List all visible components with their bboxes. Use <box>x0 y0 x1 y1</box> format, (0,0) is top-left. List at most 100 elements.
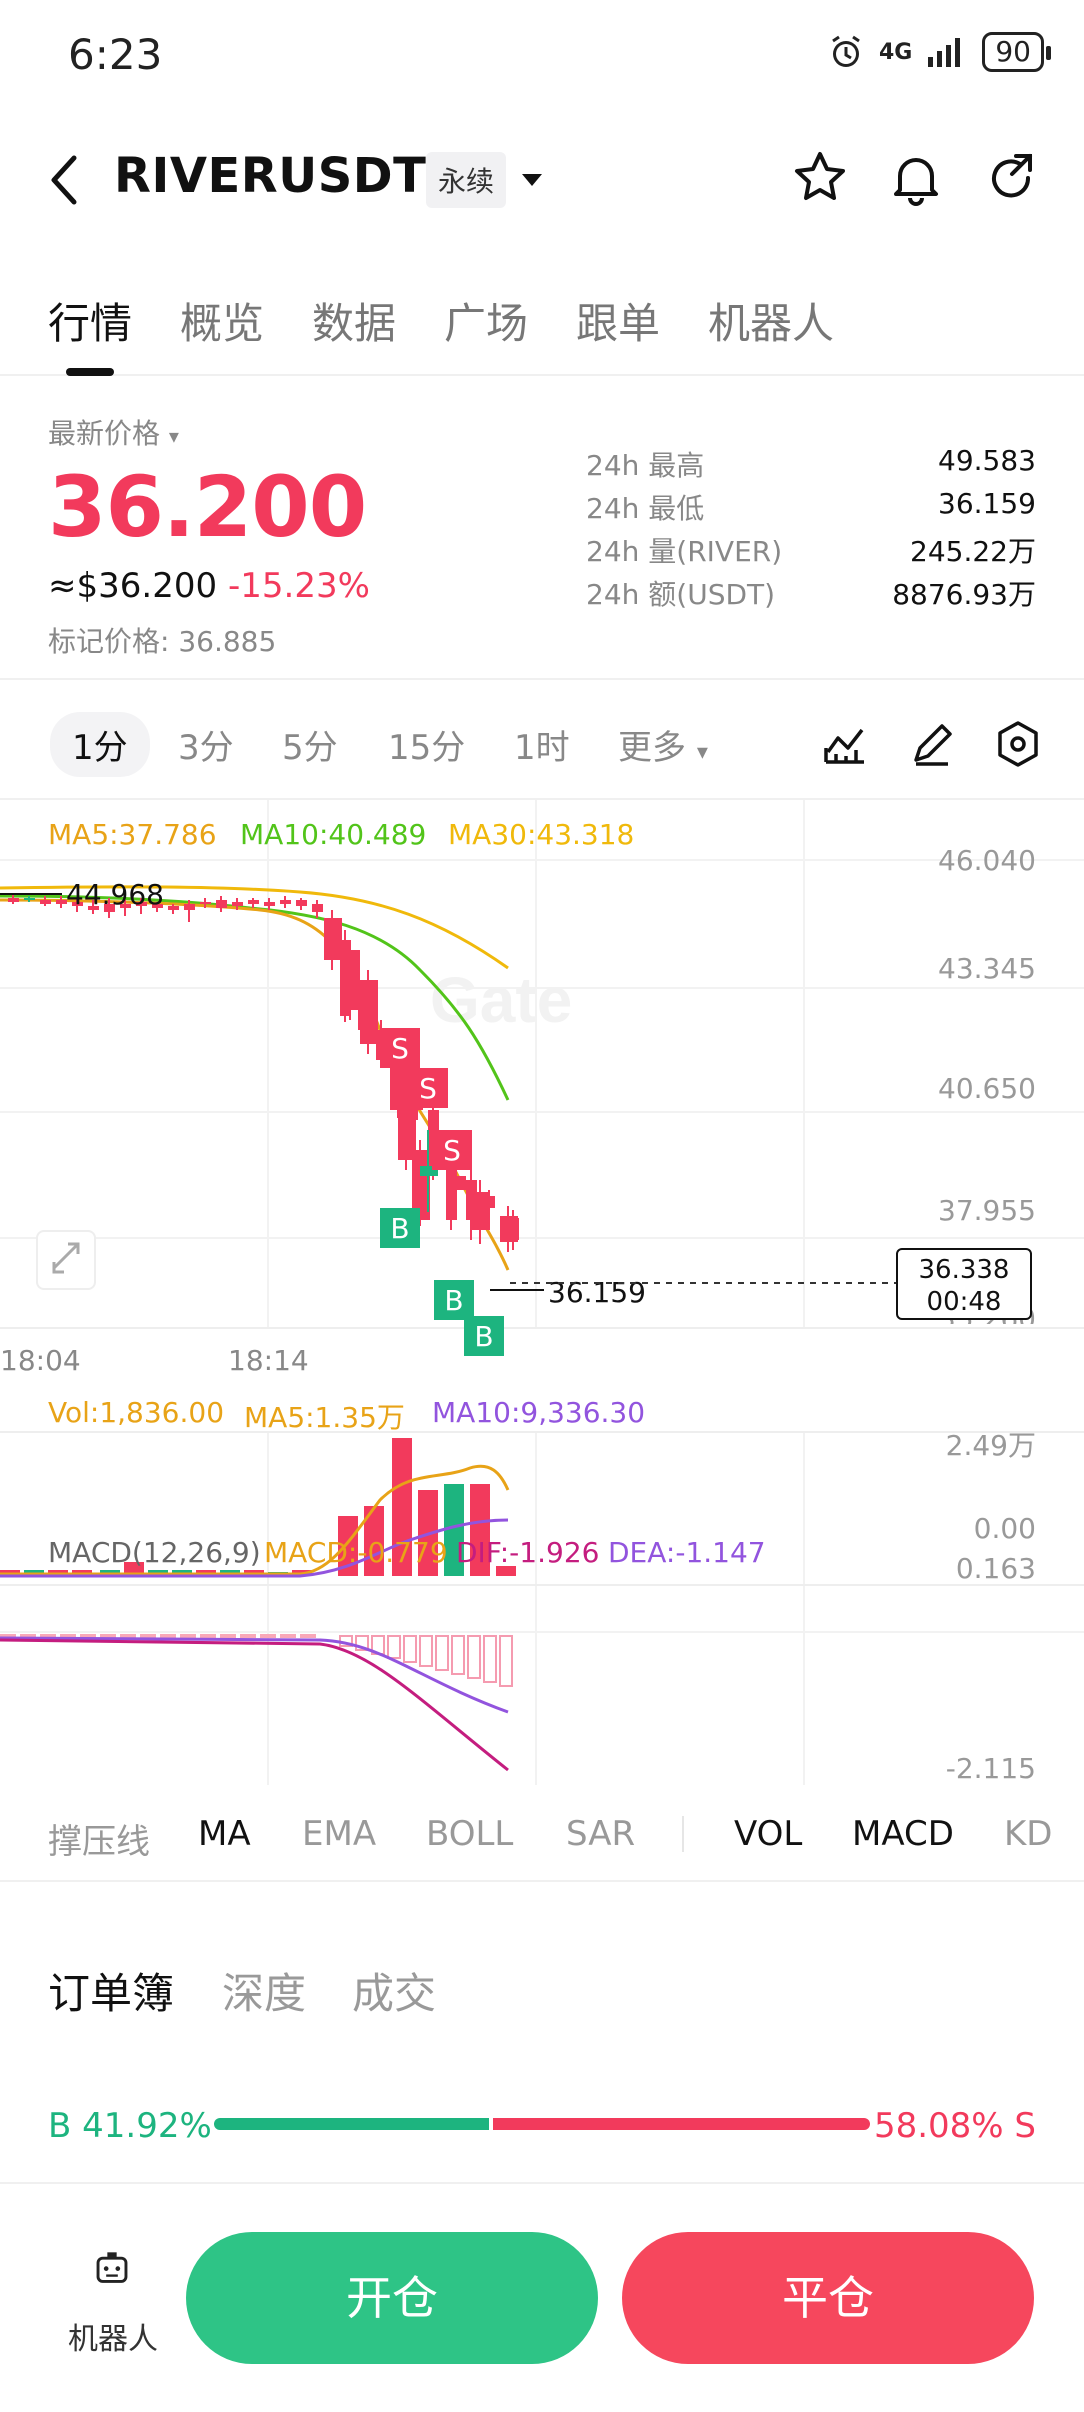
indicator-vol[interactable]: VOL <box>734 1814 803 1854</box>
bell-icon[interactable] <box>886 148 946 208</box>
vol-axis-bottom: 0.00 <box>973 1512 1036 1545</box>
price-axis-label: 37.955 <box>938 1194 1036 1227</box>
sell-signal-marker[interactable]: S <box>408 1068 448 1108</box>
interval-1h[interactable]: 1时 <box>514 728 570 768</box>
close-position-button[interactable]: 平仓 <box>622 2232 1034 2364</box>
stat-label: 24h 额(USDT) <box>586 578 776 611</box>
candle-body <box>264 902 275 906</box>
mark-price: 标记价格: 36.885 <box>48 625 277 658</box>
interval-bar: 1分 3分 5分 15分 1时 更多 ▾ <box>0 690 1084 800</box>
tab-market[interactable]: 行情 <box>48 299 133 348</box>
candle-body <box>500 1216 518 1242</box>
macd-bar <box>419 1635 433 1667</box>
latest-price-label[interactable]: 最新价格 ▾ <box>48 417 179 450</box>
usd-price: ≈$36.200 <box>48 566 218 606</box>
star-icon[interactable] <box>790 148 850 208</box>
fullscreen-button[interactable] <box>36 1230 96 1290</box>
candle-body <box>360 980 378 1044</box>
buy-signal-marker[interactable]: B <box>464 1316 504 1356</box>
buy-signal-marker[interactable]: B <box>434 1280 474 1320</box>
indicator-sar[interactable]: SAR <box>566 1814 636 1854</box>
tab-trades[interactable]: 成交 <box>352 1969 437 2018</box>
vol-ma5-legend: MA5:1.35万 <box>244 1401 405 1434</box>
orderbook-tabs: 订单簿 深度 成交 <box>0 1960 1084 2040</box>
macd-bar <box>499 1635 513 1687</box>
candle-body <box>184 904 195 910</box>
robot-label[interactable]: 机器人 <box>68 2322 158 2357</box>
interval-5m[interactable]: 5分 <box>282 728 338 768</box>
status-bar: 6:23 4G 90 <box>0 0 1084 110</box>
open-position-button[interactable]: 开仓 <box>186 2232 598 2364</box>
interval-15m[interactable]: 15分 <box>388 728 466 768</box>
stat-value: 245.22万 <box>910 535 1036 568</box>
tab-data[interactable]: 数据 <box>312 299 397 348</box>
stat-24h-turnover: 24h 额(USDT) 8876.93万 <box>586 573 1036 613</box>
high-marker: 44.968 <box>66 878 164 911</box>
volume-bar <box>444 1484 464 1576</box>
indicator-kd[interactable]: KD <box>1004 1814 1053 1854</box>
signal-letter: B <box>444 1284 463 1317</box>
contract-type-badge[interactable]: 永续 <box>426 152 507 208</box>
caret-down-icon: ▾ <box>168 424 179 448</box>
candle-body <box>466 1180 477 1220</box>
candle-body <box>312 904 323 912</box>
last-price: 36.200 <box>48 458 367 556</box>
battery-indicator: 90 <box>982 32 1051 72</box>
macd-bar <box>403 1635 417 1663</box>
interval-3m[interactable]: 3分 <box>178 728 234 768</box>
price-summary: 最新价格 ▾ 36.200 ≈$36.200 -15.23% 标记价格: 36.… <box>0 380 1084 680</box>
indicator-icon[interactable] <box>818 718 870 770</box>
stat-value: 36.159 <box>938 487 1036 520</box>
active-tab-indicator <box>66 368 114 376</box>
current-price-tag: 36.338 00:48 <box>896 1248 1032 1320</box>
chevron-down-icon[interactable] <box>520 172 544 188</box>
indicator-ema[interactable]: EMA <box>302 1814 377 1854</box>
macd-title: MACD(12,26,9) <box>48 1536 261 1569</box>
vol-ma10-legend: MA10:9,336.30 <box>432 1396 646 1429</box>
macd-axis-bottom: -2.115 <box>945 1752 1036 1785</box>
macd-axis-top: 0.163 <box>955 1552 1036 1585</box>
tab-orderbook[interactable]: 订单簿 <box>48 1969 175 2018</box>
indicator-boll[interactable]: BOLL <box>426 1814 514 1854</box>
settings-icon[interactable] <box>992 718 1044 770</box>
indicator-support-resistance[interactable]: 撑压线 <box>48 1822 150 1862</box>
macd-bar <box>200 1634 216 1638</box>
tab-overview[interactable]: 概览 <box>180 299 265 348</box>
current-price-value: 36.338 <box>918 1255 1010 1285</box>
tab-copy-trade[interactable]: 跟单 <box>576 299 661 348</box>
candle-body <box>8 898 19 902</box>
candle-body <box>420 1166 438 1176</box>
tab-square[interactable]: 广场 <box>444 299 529 348</box>
interval-1m[interactable]: 1分 <box>50 712 150 777</box>
back-arrow-icon[interactable] <box>44 150 84 210</box>
dea-legend: DEA:-1.147 <box>608 1536 766 1569</box>
candle-body <box>24 898 35 900</box>
low-marker: 36.159 <box>548 1276 646 1309</box>
buy-signal-marker[interactable]: B <box>380 1208 420 1248</box>
macd-bar <box>180 1634 196 1638</box>
macd-bar <box>120 1634 136 1638</box>
candle-body <box>280 900 291 904</box>
indicator-ma[interactable]: MA <box>198 1814 251 1854</box>
candle-body <box>296 900 307 906</box>
tab-depth[interactable]: 深度 <box>222 1969 307 2018</box>
pencil-icon[interactable] <box>906 718 958 770</box>
sell-signal-marker[interactable]: S <box>380 1028 420 1068</box>
volume-bar <box>470 1484 490 1576</box>
share-icon[interactable] <box>982 148 1042 208</box>
vol-ma10-line <box>0 1518 509 1578</box>
tab-bot[interactable]: 机器人 <box>708 299 835 348</box>
time-axis-label: 18:14 <box>228 1344 309 1377</box>
sell-signal-marker[interactable]: S <box>432 1130 472 1170</box>
candle-body <box>168 906 179 910</box>
robot-icon[interactable] <box>64 2250 160 2314</box>
candle-body <box>40 900 51 904</box>
dea-line <box>0 1636 509 1714</box>
interval-more[interactable]: 更多 ▾ <box>618 728 708 768</box>
signal-letter: S <box>391 1032 409 1065</box>
candle-body <box>200 902 211 904</box>
indicator-macd[interactable]: MACD <box>852 1814 954 1854</box>
trading-pair-title[interactable]: RIVERUSDT <box>114 148 427 204</box>
